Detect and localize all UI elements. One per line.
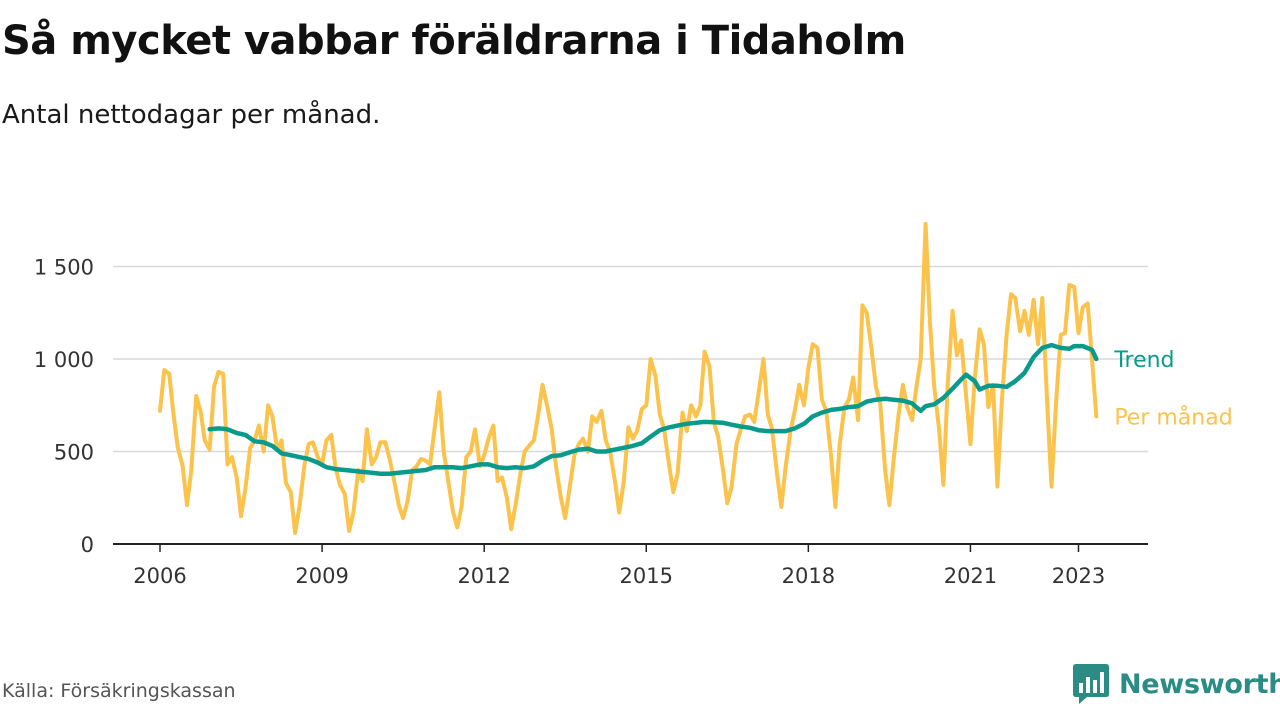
brand-logo[interactable]: Newsworthy [1073,664,1280,704]
x-tick-label: 2006 [133,564,186,588]
y-axis-labels: 0 500 1 000 1 500 [34,256,94,558]
x-tick-label: 2009 [295,564,348,588]
y-tick-label: 0 [81,533,94,557]
series-line-trend [207,342,1099,476]
y-tick-label: 1 500 [34,256,94,280]
bar-chart-speech-bubble-icon [1073,664,1109,704]
series-label-monthly: Per månad [1114,404,1232,430]
x-tick-label: 2015 [620,564,673,588]
series-lines [158,221,1099,535]
brand-name: Newsworthy [1119,668,1280,700]
chart-title: Så mycket vabbar föräldrarna i Tidaholm [2,18,906,64]
x-tick-label: 2023 [1052,564,1105,588]
chart-subtitle: Antal nettodagar per månad. [2,100,381,130]
series-label-trend: Trend [1113,348,1174,373]
source-note: Källa: Försäkringskassan [2,680,236,702]
y-tick-label: 500 [54,441,94,465]
y-tick-label: 1 000 [34,348,94,372]
x-axis: 2006 2009 2012 2015 2018 2021 2023 [113,543,1148,588]
series-line-monthly [158,221,1099,535]
x-tick-label: 2021 [944,564,997,588]
series-labels: Per månad Trend [1113,348,1232,430]
x-tick-label: 2018 [782,564,835,588]
x-tick-label: 2012 [457,564,510,588]
